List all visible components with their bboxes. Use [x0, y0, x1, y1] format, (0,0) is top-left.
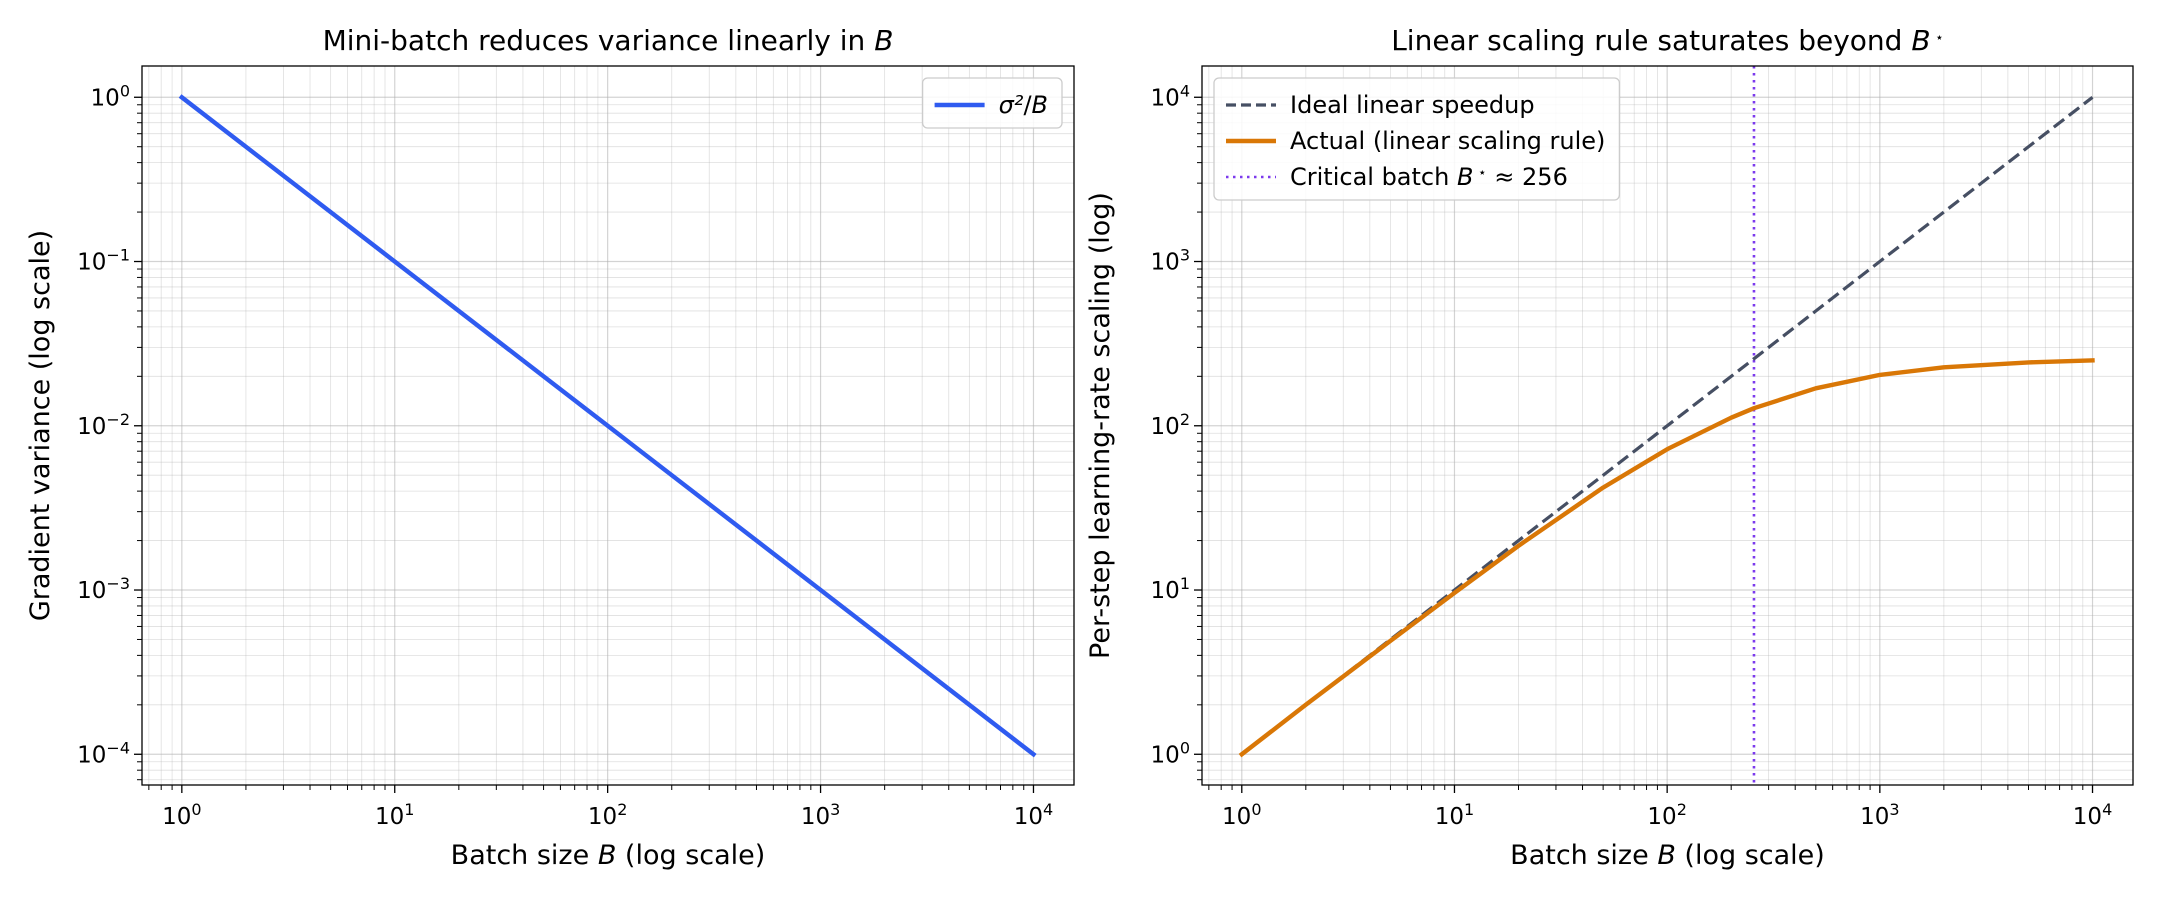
x-tick-label: 100 [162, 800, 201, 830]
x-tick-label: 101 [375, 800, 414, 830]
x-tick-label: 102 [588, 800, 627, 830]
x-tick-label: 103 [1860, 800, 1899, 830]
chart-panel-2: 100 101 102 103 104 100 101 102 103 104 Linear sca… [1085, 24, 2134, 871]
y-tick-label: 104 [1151, 81, 1190, 111]
x-tick-label: 102 [1647, 800, 1686, 830]
legend-label: Critical batch B ⋆ ≈ 256 [1290, 163, 1568, 191]
chart-title: Linear scaling rule saturates beyond B ⋆ [1391, 24, 1944, 57]
series-line-1 [178, 94, 1037, 758]
legend-item: Critical batch B ⋆ ≈ 256 [1226, 163, 1568, 191]
y-tick-label: 10−1 [77, 246, 130, 276]
legend-label: Ideal linear speedup [1290, 91, 1535, 119]
legend-item: Ideal linear speedup [1226, 91, 1535, 119]
chart-panel-1: 100 101 102 103 104 10−4 10−3 10−2 10−1 100 Mini-b… [25, 24, 1075, 871]
y-tick-label: 101 [1151, 574, 1190, 604]
chart-title: Mini-batch reduces variance linearly in … [323, 24, 894, 57]
legend-item: Actual (linear scaling rule) [1226, 127, 1605, 155]
legend-item: σ²/B [934, 91, 1048, 119]
legend-label: Actual (linear scaling rule) [1290, 127, 1605, 155]
y-tick-label: 102 [1151, 410, 1190, 440]
x-axis-label: Batch size B (log scale) [1510, 840, 1825, 871]
legend: Ideal linear speedup Actual (linear scali… [1213, 77, 1621, 201]
legend-box [1213, 77, 1621, 201]
series-line-2 [1238, 358, 2095, 758]
x-tick-label: 104 [1014, 800, 1053, 830]
x-axis-label: Batch size B (log scale) [451, 840, 766, 871]
x-tick-label: 101 [1435, 800, 1474, 830]
x-tick-label: 104 [2073, 800, 2112, 830]
y-tick-label: 10−3 [77, 574, 130, 604]
y-tick-label: 10−2 [77, 410, 130, 440]
legend-label: σ²/B [999, 91, 1048, 119]
x-tick-label: 103 [801, 800, 840, 830]
y-tick-label: 100 [91, 81, 130, 111]
legend: σ²/B [921, 77, 1063, 129]
y-tick-label: 10−4 [77, 738, 130, 768]
x-tick-label: 100 [1222, 800, 1261, 830]
y-axis-label: Gradient variance (log scale) [25, 230, 56, 621]
legend-box [921, 77, 1063, 129]
y-axis-label: Per-step learning-rate scaling (log) [1085, 192, 1116, 659]
y-tick-label: 100 [1151, 738, 1190, 768]
y-tick-label: 103 [1151, 246, 1190, 276]
grid [137, 66, 1074, 790]
